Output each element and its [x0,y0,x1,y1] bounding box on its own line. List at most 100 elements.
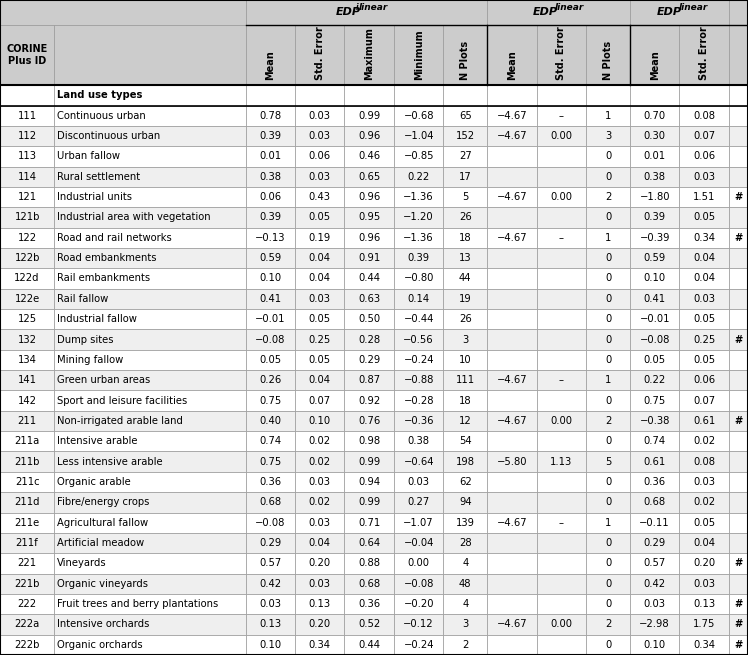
Bar [0,329,54,350]
Text: −4.67: −4.67 [497,111,527,121]
Text: –: – [559,517,564,528]
Text: 0.57: 0.57 [643,559,666,569]
Text: −0.80: −0.80 [403,274,434,284]
Text: 0: 0 [605,497,611,508]
Bar [0,0,245,25]
Bar [586,614,630,635]
Bar [0,635,54,655]
Bar [679,553,729,574]
Bar [729,370,748,390]
Bar [536,553,586,574]
Text: 27: 27 [459,151,472,161]
Text: 0.03: 0.03 [309,294,331,304]
Bar [679,329,729,350]
Text: 0.03: 0.03 [309,477,331,487]
Bar [394,492,444,512]
Bar [54,25,245,85]
Bar [630,614,679,635]
Bar [245,451,295,472]
Bar [679,451,729,472]
Text: Industrial area with vegetation: Industrial area with vegetation [57,212,211,223]
Text: 0.08: 0.08 [693,111,715,121]
Text: 0.04: 0.04 [309,274,331,284]
Bar [54,451,245,472]
Text: 0.13: 0.13 [693,599,715,609]
Text: 0.88: 0.88 [358,559,380,569]
Bar [345,533,394,553]
Bar [487,248,536,269]
Text: 3: 3 [462,620,468,629]
Bar [245,390,295,411]
Text: 0.03: 0.03 [309,131,331,141]
Text: linear: linear [554,3,584,12]
Bar [679,635,729,655]
Bar [487,187,536,207]
Bar [54,350,245,370]
Text: −0.24: −0.24 [403,355,434,365]
Text: 0.04: 0.04 [309,375,331,385]
Bar [586,329,630,350]
Text: 65: 65 [459,111,472,121]
Text: 0.96: 0.96 [358,131,380,141]
Text: 1: 1 [605,375,611,385]
Bar [586,228,630,248]
Bar [394,269,444,289]
Bar [0,594,54,614]
Text: 0: 0 [605,274,611,284]
Bar [586,166,630,187]
Bar [487,594,536,614]
Bar [630,228,679,248]
Text: 132: 132 [18,335,37,345]
Bar [345,574,394,594]
Bar [729,207,748,227]
Bar [679,228,729,248]
Bar [394,187,444,207]
Text: 0.07: 0.07 [693,396,715,405]
Text: 26: 26 [459,212,472,223]
Text: 0.36: 0.36 [643,477,666,487]
Bar [679,248,729,269]
Bar [729,431,748,451]
Bar [345,492,394,512]
Text: Intensive orchards: Intensive orchards [57,620,150,629]
Bar [245,25,295,85]
Text: −4.67: −4.67 [497,192,527,202]
Bar [679,370,729,390]
Bar [536,533,586,553]
Bar [630,207,679,227]
Text: Fibre/energy crops: Fibre/energy crops [57,497,150,508]
Bar [679,512,729,533]
Bar [245,166,295,187]
Bar [0,350,54,370]
Text: 0.42: 0.42 [260,579,281,589]
Text: Agricultural fallow: Agricultural fallow [57,517,148,528]
Text: Maximum: Maximum [364,27,374,80]
Bar [586,635,630,655]
Bar [295,25,345,85]
Bar [0,269,54,289]
Bar [487,85,536,105]
Bar [536,146,586,166]
Text: 114: 114 [18,172,37,181]
Text: 0.03: 0.03 [309,579,331,589]
Bar [487,492,536,512]
Text: Sport and leisure facilities: Sport and leisure facilities [57,396,188,405]
Text: 0.28: 0.28 [358,335,380,345]
Bar [0,289,54,309]
Text: 0.52: 0.52 [358,620,380,629]
Bar [729,309,748,329]
Text: Mean: Mean [266,50,275,80]
Text: 0.75: 0.75 [260,396,281,405]
Bar [394,207,444,227]
Text: 28: 28 [459,538,472,548]
Text: −0.12: −0.12 [403,620,434,629]
Text: CORINE
Plus ID: CORINE Plus ID [7,45,48,66]
Text: −0.08: −0.08 [255,517,286,528]
Bar [536,228,586,248]
Text: 0.10: 0.10 [643,274,666,284]
Bar [630,635,679,655]
Bar [54,289,245,309]
Bar [54,594,245,614]
Bar [0,472,54,492]
Text: 0.34: 0.34 [693,640,715,650]
